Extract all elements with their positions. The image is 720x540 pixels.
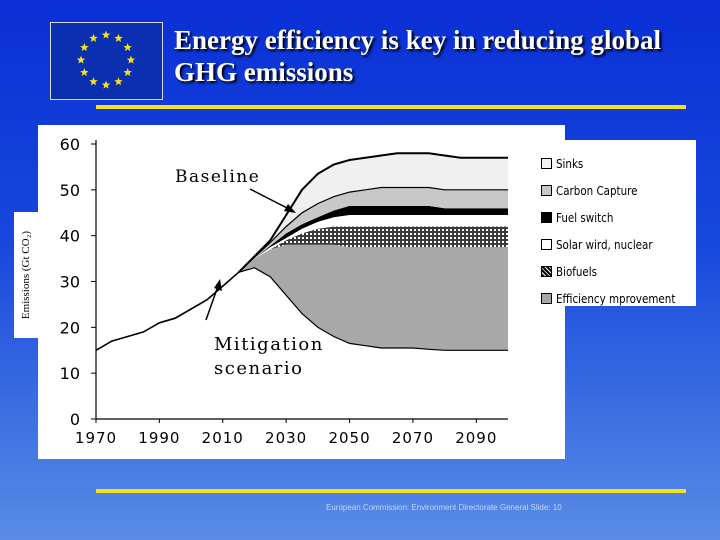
legend-item: Solar wird, nuclear	[541, 231, 695, 258]
eu-stars-icon	[76, 30, 136, 89]
legend-swatch	[541, 266, 552, 277]
legend-swatch	[541, 185, 552, 196]
legend-swatch	[541, 158, 552, 169]
baseline-line	[237, 152, 508, 274]
mitigation-annotation-line2: scenario	[214, 358, 304, 379]
y-tick-label: 50	[60, 181, 80, 200]
x-tick-label: 2010	[202, 429, 244, 447]
y-tick-label: 60	[60, 135, 80, 154]
area-carbon-capture	[238, 187, 508, 273]
area-biofuels	[238, 226, 508, 273]
eu-star-icon	[76, 55, 86, 64]
x-tick-label: 1970	[75, 429, 117, 447]
legend-item: Efficiency mprovement	[541, 285, 695, 312]
eu-star-icon	[126, 55, 136, 64]
eu-star-icon	[80, 43, 89, 52]
legend-label: Sinks	[556, 156, 584, 171]
area-efficiency-improvement	[238, 244, 508, 351]
x-tick-label: 2090	[455, 429, 497, 447]
area-fuel-switch	[238, 205, 508, 273]
eu-star-icon	[80, 68, 89, 77]
legend-item: Biofuels	[541, 258, 695, 285]
x-tick-label: 2050	[328, 429, 370, 447]
legend-label: Carbon Capture	[556, 183, 638, 198]
eu-star-icon	[123, 43, 132, 52]
y-axis-label-box: Emissions (Gt CO₂)	[14, 212, 39, 338]
eu-flag-logo	[50, 22, 163, 100]
x-tick-label: 1990	[138, 429, 180, 447]
slide-footer: European Commission: Environment Directo…	[326, 503, 562, 512]
legend-label: Biofuels	[556, 264, 598, 279]
mitigation-line	[238, 267, 508, 351]
mitigation-arrowhead-icon	[214, 279, 222, 291]
carbon-capture-line	[238, 186, 508, 273]
y-tick-label: 40	[60, 227, 80, 246]
title-divider	[96, 105, 686, 109]
eu-star-icon	[101, 30, 111, 39]
legend-background	[527, 140, 696, 306]
y-tick-label: 10	[60, 364, 80, 383]
x-tick-label: 2030	[265, 429, 307, 447]
baseline-arrowhead-icon	[284, 204, 296, 213]
mitigation-arrow	[205, 285, 219, 321]
mitigation-annotation-line1: Mitigation	[214, 334, 324, 355]
legend-swatch	[541, 212, 552, 223]
legend-label: Solar wird, nuclear	[556, 237, 653, 252]
legend-label: Fuel switch	[556, 210, 614, 225]
area-sinks	[238, 153, 508, 273]
baseline-annotation: Baseline	[175, 167, 260, 187]
baseline-arrow	[249, 188, 292, 211]
legend-swatch	[541, 239, 552, 250]
eu-star-icon	[114, 33, 123, 42]
y-tick-label: 0	[70, 410, 80, 429]
y-axis-label: Emissions (Gt CO₂)	[20, 230, 32, 320]
y-tick-label: 20	[60, 318, 80, 337]
legend-label: Efficiency mprovement	[556, 291, 676, 306]
eu-star-icon	[89, 77, 98, 86]
legend-item: Sinks	[541, 150, 695, 177]
y-tick-label: 30	[60, 273, 80, 292]
slide-title: Energy efficiency is key in reducing glo…	[174, 25, 661, 87]
legend-swatch	[541, 293, 552, 304]
eu-star-icon	[101, 80, 111, 89]
legend-item: Carbon Capture	[541, 177, 695, 204]
eu-star-icon	[89, 33, 98, 42]
x-tick-label: 2070	[392, 429, 434, 447]
eu-star-icon	[123, 68, 132, 77]
footer-divider	[96, 489, 686, 493]
legend-item: Fuel switch	[541, 204, 695, 231]
area-solar-wind-nuclear	[238, 215, 508, 273]
eu-star-icon	[114, 77, 123, 86]
chart-legend: Sinks Carbon Capture Fuel switch Solar wird…	[541, 150, 695, 312]
